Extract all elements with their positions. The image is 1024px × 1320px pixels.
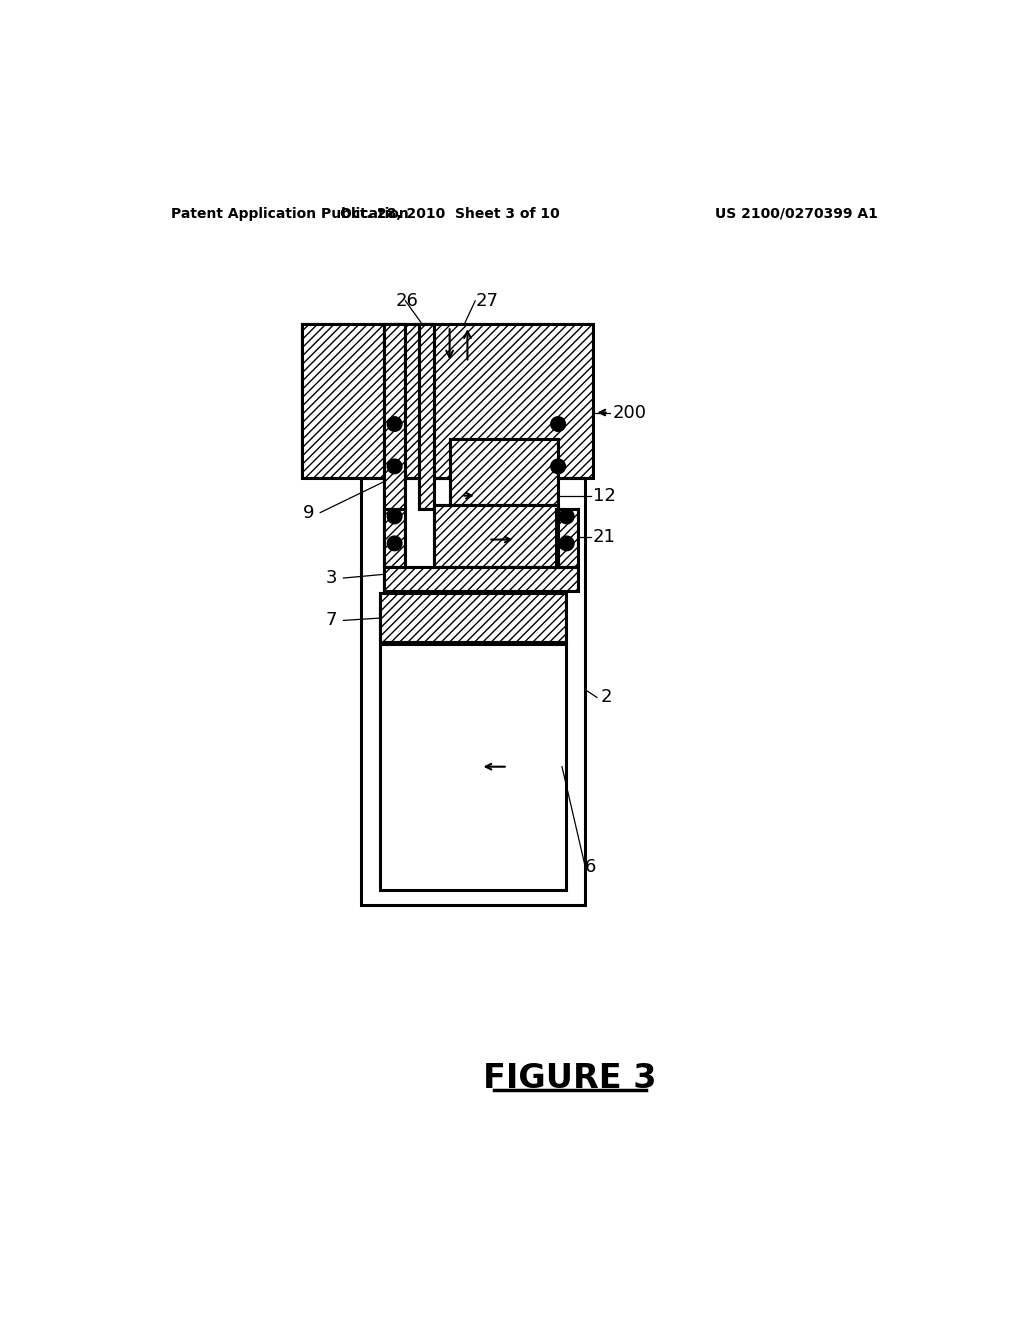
Bar	[384, 508, 406, 566]
Text: 6: 6	[586, 858, 597, 875]
Circle shape	[388, 459, 401, 474]
Bar	[384, 566, 578, 591]
Bar	[302, 323, 593, 478]
Circle shape	[551, 459, 565, 474]
Circle shape	[388, 510, 401, 524]
Bar	[450, 440, 558, 506]
Bar	[302, 323, 593, 478]
Circle shape	[551, 417, 565, 432]
Bar	[434, 504, 558, 566]
Bar	[419, 323, 434, 508]
Text: 21: 21	[593, 528, 615, 546]
Text: 12: 12	[593, 487, 615, 504]
Text: Oct. 28, 2010  Sheet 3 of 10: Oct. 28, 2010 Sheet 3 of 10	[340, 207, 559, 220]
Bar	[384, 323, 406, 508]
Bar	[380, 594, 566, 642]
Bar	[384, 508, 406, 566]
Text: 2: 2	[601, 689, 612, 706]
Circle shape	[388, 536, 401, 550]
Bar	[384, 323, 406, 508]
Text: 9: 9	[302, 504, 314, 521]
Text: 200: 200	[612, 404, 646, 421]
Text: FIGURE 3: FIGURE 3	[483, 1063, 656, 1096]
Text: 3: 3	[326, 569, 337, 587]
Text: 7: 7	[326, 611, 337, 630]
Circle shape	[388, 417, 401, 432]
Bar	[556, 508, 578, 566]
Bar	[556, 508, 578, 566]
Circle shape	[560, 536, 573, 550]
Bar	[450, 440, 558, 506]
Bar	[384, 566, 578, 591]
Bar	[380, 644, 566, 890]
Text: US 2100/0270399 A1: US 2100/0270399 A1	[716, 207, 879, 220]
Circle shape	[560, 510, 573, 524]
Bar	[419, 323, 434, 508]
Bar	[360, 478, 586, 906]
Text: Patent Application Publication: Patent Application Publication	[171, 207, 409, 220]
Text: 27: 27	[475, 292, 499, 310]
Bar	[434, 504, 558, 566]
Text: 26: 26	[395, 292, 418, 310]
Bar	[380, 594, 566, 642]
